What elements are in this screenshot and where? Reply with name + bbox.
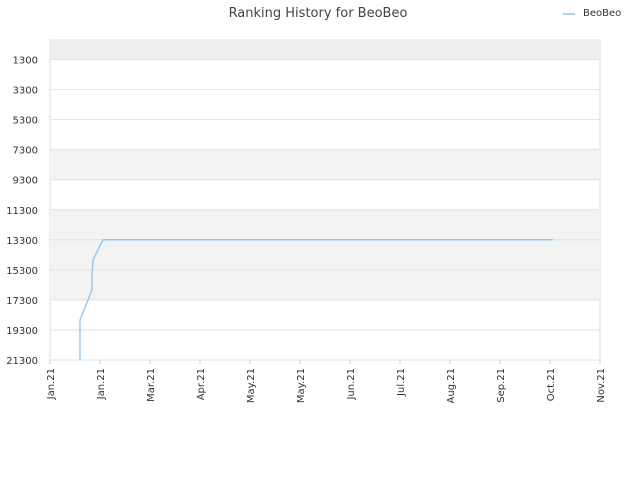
band: [50, 149, 600, 180]
x-tick-label: Oct.21: [546, 368, 557, 401]
y-tick-label: 15300: [6, 266, 38, 277]
line: [79, 239, 553, 360]
y-tick-label: 3300: [13, 86, 38, 97]
band: [50, 40, 600, 60]
x-tick-label: Aug.21: [446, 368, 457, 403]
y-tick-label: 11300: [6, 206, 38, 217]
band: [50, 269, 600, 300]
x-tick-label: May.21: [296, 368, 307, 403]
x-tick-label: Jan.21: [96, 368, 107, 400]
y-tick-label: 9300: [13, 176, 38, 187]
y-tick-label: 21300: [6, 356, 38, 367]
x-tick-label: May.21: [246, 368, 257, 403]
band: [50, 239, 600, 270]
y-tick-label: 13300: [6, 236, 38, 247]
band: [50, 209, 600, 240]
x-tick-label: Apr.21: [196, 368, 207, 400]
x-tick-label: Jan.21: [46, 368, 57, 400]
y-tick-label: 1300: [13, 56, 38, 67]
legend-label: BeoBeo: [583, 8, 621, 19]
plot-area: [49, 39, 601, 361]
y-tick-label: 7300: [13, 146, 38, 157]
x-tick-label: Nov.21: [596, 368, 607, 403]
x-tick-label: Jun.21: [346, 368, 357, 401]
x-tick-label: Sep.21: [496, 368, 507, 403]
y-tick-label: 19300: [6, 326, 38, 337]
y-tick-label: 5300: [13, 116, 38, 127]
chart-title: Ranking History for BeoBeo: [229, 6, 408, 21]
y-tick-label: 17300: [6, 296, 38, 307]
x-tick-label: Jul.21: [396, 368, 407, 397]
x-tick-label: Mar.21: [146, 368, 157, 402]
